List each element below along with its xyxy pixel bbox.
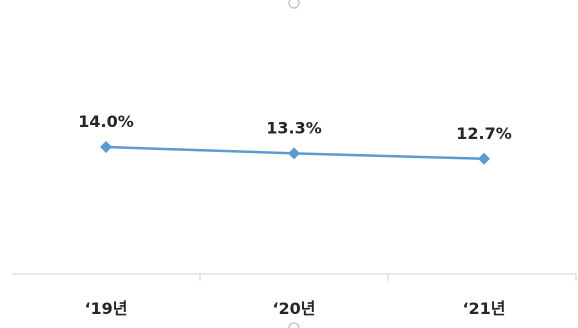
x-tick-label: ‘19년 [84,299,127,318]
data-label: 14.0% [78,112,134,131]
data-label: 13.3% [266,118,322,137]
series-markers [100,141,490,165]
data-point-marker [100,141,112,153]
data-label: 12.7% [456,124,512,143]
top-edge-marker-icon [288,0,300,9]
data-point-marker [288,147,300,160]
data-labels: 14.0% 13.3% 12.7% [78,112,512,143]
x-tick-label: ‘21년 [462,299,505,318]
x-tick-label: ‘20년 [272,299,315,318]
data-point-marker [478,152,490,165]
x-axis-tick-labels: ‘19년 ‘20년 ‘21년 [84,299,505,318]
bottom-edge-marker-icon [288,322,300,328]
